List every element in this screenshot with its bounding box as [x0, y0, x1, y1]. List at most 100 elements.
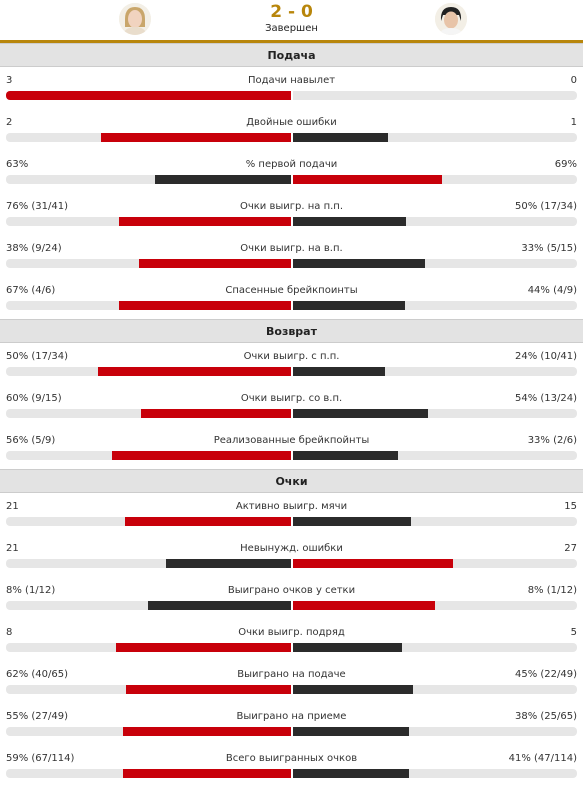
away-bar-track [293, 685, 577, 694]
home-bar [123, 769, 291, 778]
away-bar-track [293, 91, 577, 100]
away-bar-track [293, 301, 577, 310]
home-bar-track [6, 559, 291, 568]
player-right-avatar[interactable] [435, 3, 467, 35]
away-bar [293, 727, 409, 736]
away-bar [293, 769, 409, 778]
stat-row: 76% (31/41) Очки выигр. на п.п. 50% (17/34… [0, 193, 583, 235]
stat-name: Очки выигр. подряд [238, 627, 345, 638]
away-bar-track [293, 601, 577, 610]
away-bar-track [293, 769, 577, 778]
away-value: 41% (47/114) [508, 753, 577, 764]
stat-row: 8 Очки выигр. подряд 5 [0, 619, 583, 661]
stat-row: 63% % первой подачи 69% [0, 151, 583, 193]
away-bar [293, 517, 411, 526]
home-bar [123, 727, 291, 736]
home-value: 38% (9/24) [6, 243, 62, 254]
home-value: 21 [6, 543, 19, 554]
away-bar-track [293, 409, 577, 418]
away-bar-track [293, 367, 577, 376]
stat-name: Выиграно на подаче [237, 669, 346, 680]
player-left-avatar[interactable] [119, 3, 151, 35]
stat-row: 67% (4/6) Спасенные брейкпоинты 44% (4/9) [0, 277, 583, 319]
header-accent-line [0, 40, 583, 43]
stat-name: Очки выигр. на в.п. [240, 243, 343, 254]
stat-name: Реализованные брейкпойнты [213, 435, 370, 446]
match-score: 2 - 0 [270, 2, 313, 22]
away-value: 54% (13/24) [514, 393, 577, 404]
home-value: 8% (1/12) [6, 585, 56, 596]
away-bar [293, 643, 402, 652]
home-value: 76% (31/41) [6, 201, 69, 212]
away-bar-track [293, 259, 577, 268]
stat-name: Спасенные брейкпоинты [225, 285, 358, 296]
home-bar [6, 91, 291, 100]
stat-row: 55% (27/49) Выиграно на приеме 38% (25/65) [0, 703, 583, 745]
away-bar-track [293, 451, 577, 460]
away-bar-track [293, 217, 577, 226]
stat-name: % первой подачи [245, 159, 338, 170]
home-value: 60% (9/15) [6, 393, 62, 404]
stat-row: 56% (5/9) Реализованные брейкпойнты 33% (2… [0, 427, 583, 469]
away-bar [293, 409, 428, 418]
section-header: Очки [0, 469, 583, 493]
home-value: 67% (4/6) [6, 285, 56, 296]
away-value: 33% (5/15) [521, 243, 577, 254]
stat-row: 21 Невынужд. ошибки 27 [0, 535, 583, 577]
match-status: Завершен [265, 23, 318, 34]
home-value: 56% (5/9) [6, 435, 56, 446]
home-bar [166, 559, 291, 568]
stat-name: Подачи навылет [247, 75, 336, 86]
stat-row: 21 Активно выигр. мячи 15 [0, 493, 583, 535]
stat-name: Очки выигр. с п.п. [243, 351, 340, 362]
stat-name: Очки выигр. со в.п. [240, 393, 343, 404]
home-bar [125, 517, 291, 526]
home-bar [148, 601, 291, 610]
away-bar [293, 133, 388, 142]
away-value: 50% (17/34) [514, 201, 577, 212]
stat-name: Невынужд. ошибки [240, 543, 343, 554]
away-bar [293, 217, 406, 226]
stat-name: Активно выигр. мячи [235, 501, 348, 512]
stat-row: 50% (17/34) Очки выигр. с п.п. 24% (10/41) [0, 343, 583, 385]
away-value: 69% [554, 159, 577, 170]
away-value: 45% (22/49) [514, 669, 577, 680]
away-value: 15 [564, 501, 577, 512]
home-bar [155, 175, 291, 184]
away-bar [293, 367, 385, 376]
away-bar [293, 559, 453, 568]
away-value: 27 [564, 543, 577, 554]
home-value: 2 [6, 117, 13, 128]
home-bar [141, 409, 291, 418]
match-header: 2 - 0 Завершен [0, 0, 583, 40]
away-bar [293, 685, 413, 694]
home-value: 21 [6, 501, 19, 512]
stat-row: 38% (9/24) Очки выигр. на в.п. 33% (5/15) [0, 235, 583, 277]
stat-name: Выиграно очков у сетки [227, 585, 356, 596]
away-bar-track [293, 133, 577, 142]
home-bar-track [6, 175, 291, 184]
stat-row: 2 Двойные ошибки 1 [0, 109, 583, 151]
away-value: 0 [570, 75, 577, 86]
section-header: Возврат [0, 319, 583, 343]
away-value: 24% (10/41) [514, 351, 577, 362]
stat-name: Двойные ошибки [246, 117, 337, 128]
stat-name: Всего выигранных очков [225, 753, 358, 764]
away-value: 1 [570, 117, 577, 128]
away-value: 44% (4/9) [527, 285, 577, 296]
home-bar [119, 301, 291, 310]
away-bar-track [293, 727, 577, 736]
stat-name: Выиграно на приеме [236, 711, 347, 722]
stat-row: 60% (9/15) Очки выигр. со в.п. 54% (13/24) [0, 385, 583, 427]
home-value: 3 [6, 75, 13, 86]
stats-container: Подача 3 Подачи навылет 0 2 Двойные ошибки 1 63… [0, 43, 583, 787]
stat-row: 59% (67/114) Всего выигранных очков 41% (4… [0, 745, 583, 787]
home-bar [126, 685, 291, 694]
home-value: 63% [6, 159, 29, 170]
away-value: 33% (2/6) [527, 435, 577, 446]
away-bar [293, 451, 398, 460]
home-bar [119, 217, 291, 226]
home-value: 59% (67/114) [6, 753, 75, 764]
stat-row: 62% (40/65) Выиграно на подаче 45% (22/49) [0, 661, 583, 703]
away-bar-track [293, 517, 577, 526]
